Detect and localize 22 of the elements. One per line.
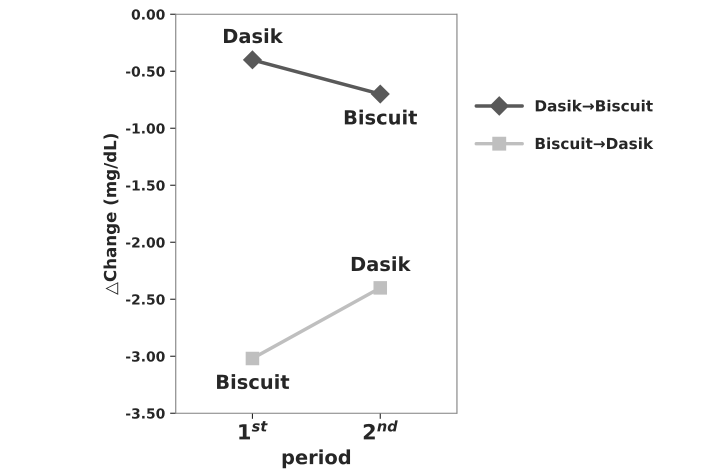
y-tick-label: 0.00 <box>132 9 165 20</box>
y-tick-label: -1.50 <box>126 180 165 191</box>
annotation: Biscuit <box>217 374 290 390</box>
y-axis-title: △Change (mg/dL) <box>103 134 120 295</box>
x-tick-label: 2$^{nd}$ <box>364 420 398 440</box>
legend-label: Dasik→Biscuit <box>536 100 653 112</box>
point <box>246 352 260 366</box>
y-tick-label: -2.00 <box>126 237 165 248</box>
legend-label: Biscuit→Dasik <box>536 137 654 150</box>
y-tick-label: -2.50 <box>126 294 165 305</box>
y-tick-label: -3.50 <box>126 408 165 419</box>
annotation: Biscuit <box>344 110 418 125</box>
x-axis-title: period <box>282 449 350 468</box>
x-tick-label: 1$^{st}$ <box>239 421 268 440</box>
y-tick-label: -3.00 <box>126 351 165 362</box>
point <box>373 281 388 295</box>
y-tick-label: -0.50 <box>126 66 165 77</box>
y-tick-label: -1.00 <box>126 123 165 134</box>
annotation: Dasik <box>352 256 411 272</box>
point <box>370 84 390 104</box>
annotation: Dasik <box>224 28 284 44</box>
point <box>243 50 262 70</box>
